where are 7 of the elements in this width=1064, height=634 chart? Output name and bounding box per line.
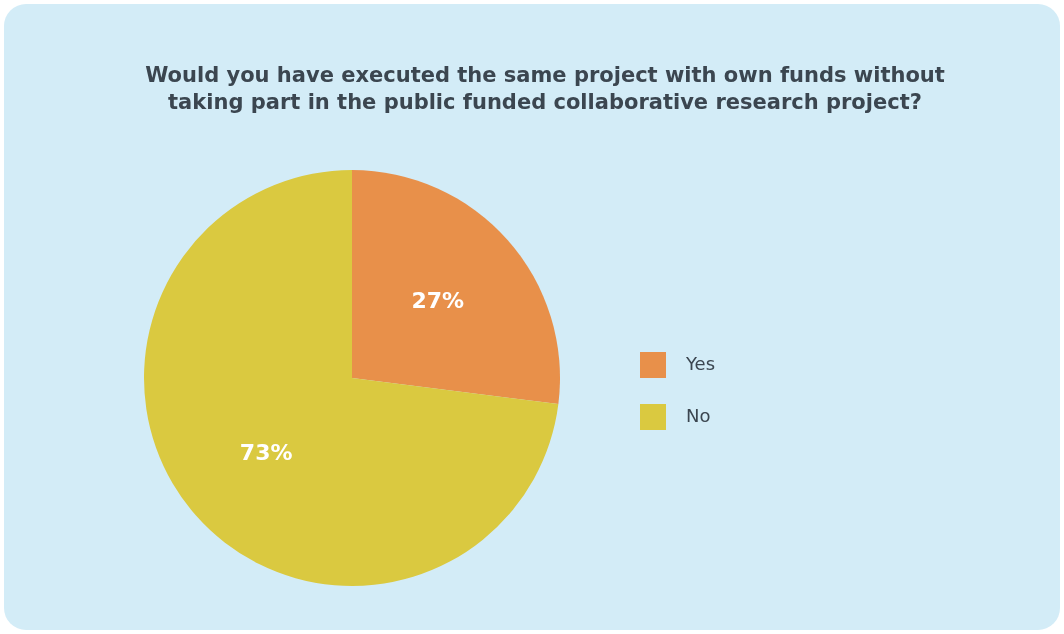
data-label: 27% — [411, 288, 465, 314]
pie-slice — [352, 170, 560, 405]
chart-title: Would you have executed the same project with own funds without taking part in the public funded collaborative research project? — [145, 63, 945, 114]
data-label: 73% — [239, 439, 293, 465]
pie-slice — [144, 170, 559, 586]
legend-label: Yes — [685, 353, 716, 374]
legend-label: No — [686, 405, 711, 426]
